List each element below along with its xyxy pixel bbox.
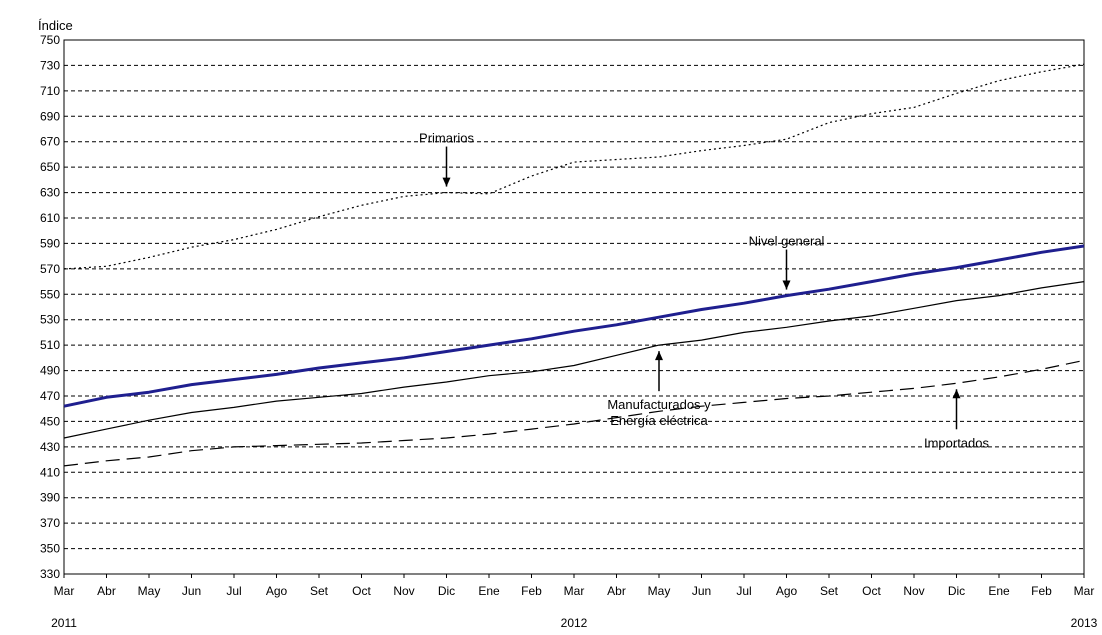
x-tick-label: Dic: [948, 584, 965, 598]
x-tick-label: Nov: [903, 584, 924, 598]
y-tick-label: 450: [40, 414, 60, 428]
x-tick-label: Set: [820, 584, 839, 598]
x-tick-label: Mar: [54, 584, 75, 598]
annotations: Primarios Nivel general Manufacturados yEn…: [419, 131, 989, 451]
series-line-manufacturados-y-energia-electrica: [63, 281, 1085, 439]
annotation-label: Primarios: [419, 131, 474, 146]
series-line-nivel-general: [63, 244, 1085, 408]
x-tick-label: Jul: [226, 584, 241, 598]
x-tick-label: Dic: [438, 584, 455, 598]
annotation-label: Nivel general: [749, 234, 825, 249]
y-tick-label: 430: [40, 440, 60, 454]
x-tick-label: Mar: [1074, 584, 1095, 598]
x-tick-label: Oct: [862, 584, 881, 598]
annotation-arrowhead: [782, 280, 791, 290]
x-tick-label: Abr: [97, 584, 116, 598]
y-tick-label: 590: [40, 236, 60, 250]
x-tick-label: Mar: [564, 584, 585, 598]
y-axis-label: Índice: [38, 18, 73, 33]
plot-frame: [63, 39, 1085, 575]
y-tick-label: 410: [40, 465, 60, 479]
series-line-primarios: [63, 63, 1085, 270]
y-tick-label: 530: [40, 313, 60, 327]
y-tick-label: 390: [40, 491, 60, 505]
y-tick-label: 730: [40, 58, 60, 72]
y-tick-label: 750: [40, 33, 60, 47]
annotation-label: Importados: [924, 435, 990, 450]
year-labels: 2011 2012 2013: [51, 616, 1098, 630]
y-tick-label: 350: [40, 542, 60, 556]
x-tick-label: Nov: [393, 584, 414, 598]
x-tick-label: Jun: [692, 584, 711, 598]
x-tick-label: Abr: [607, 584, 626, 598]
annotation-label: Manufacturados y: [607, 397, 711, 412]
y-tick-label: 470: [40, 389, 60, 403]
year-label: 2011: [51, 616, 77, 630]
annotation-arrowhead: [442, 177, 451, 187]
y-tick-label: 630: [40, 186, 60, 200]
y-tick-label: 690: [40, 109, 60, 123]
y-tick-label: 550: [40, 287, 60, 301]
x-tick-label: May: [648, 584, 671, 598]
gridlines: [63, 39, 1085, 575]
x-tick-label: Ene: [478, 584, 500, 598]
x-tick-label: Set: [310, 584, 329, 598]
series-lines: [63, 63, 1085, 467]
y-tick-label: 710: [40, 84, 60, 98]
x-tick-label: May: [138, 584, 161, 598]
x-tick-label: Feb: [521, 584, 542, 598]
year-label: 2012: [561, 616, 588, 630]
y-tick-label: 370: [40, 516, 60, 530]
y-tick-label: 570: [40, 262, 60, 276]
y-tick-label: 670: [40, 135, 60, 149]
year-label: 2013: [1071, 616, 1098, 630]
x-tick-label: Oct: [352, 584, 371, 598]
x-tick-label: Ene: [988, 584, 1010, 598]
x-tick-labels: Mar Abr May Jun Jul Ago Set Oct Nov Dic Ene Feb Mar A…: [54, 574, 1095, 598]
annotation-arrowhead: [952, 389, 961, 399]
series-line-importados: [63, 359, 1085, 467]
y-tick-labels: 750 730 710 690 670 650 630 610 590 570 550 530 510 4…: [40, 33, 60, 581]
y-tick-label: 330: [40, 567, 60, 581]
y-tick-label: 490: [40, 364, 60, 378]
x-tick-label: Jul: [736, 584, 751, 598]
annotation-arrowhead: [655, 351, 663, 361]
annotation-label: Energía eléctrica: [610, 413, 708, 428]
y-tick-label: 650: [40, 160, 60, 174]
x-tick-label: Jun: [182, 584, 201, 598]
x-tick-label: Ago: [776, 584, 798, 598]
y-tick-label: 610: [40, 211, 60, 225]
x-tick-label: Feb: [1031, 584, 1052, 598]
x-tick-label: Ago: [266, 584, 288, 598]
y-tick-label: 510: [40, 338, 60, 352]
